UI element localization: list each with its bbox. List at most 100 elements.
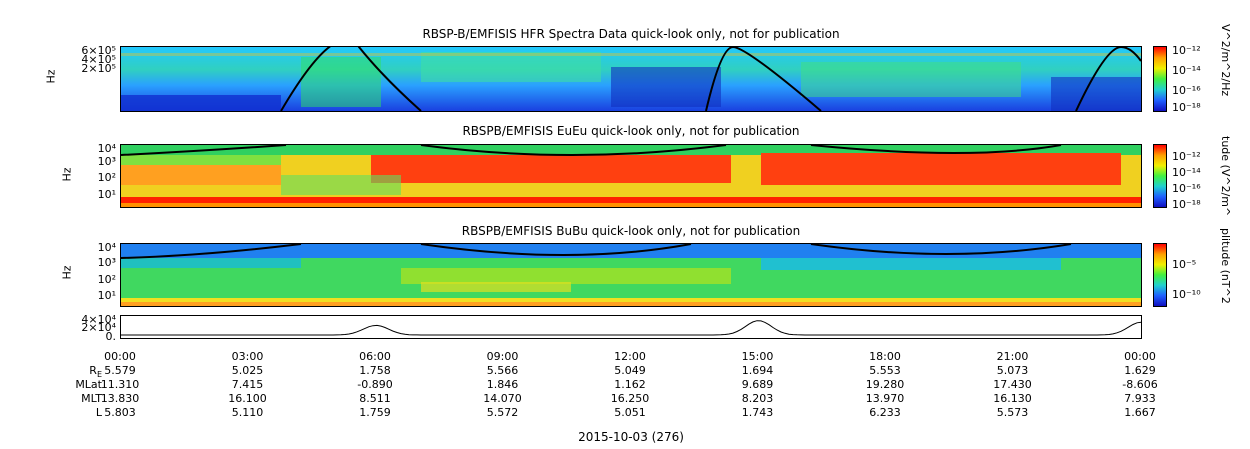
- panel3-colorbar: [1153, 243, 1167, 307]
- panel1-cbtick: 10⁻¹⁸: [1172, 101, 1201, 114]
- ephemeris-value: 13.830: [100, 392, 140, 405]
- ephemeris-value: -8.606: [1122, 378, 1158, 391]
- ephemeris-row-label-text: L: [95, 406, 102, 419]
- ephemeris-value: 5.579: [104, 364, 136, 377]
- x-tick-label: 03:00: [231, 350, 264, 363]
- ephemeris-value: 1.743: [741, 406, 774, 419]
- eueu-spectrogram: [120, 144, 1142, 208]
- panel1-cbtick: 10⁻¹²: [1172, 44, 1201, 57]
- panel2-ytick: 10¹: [97, 188, 116, 201]
- panel4-ytick: 0.: [105, 330, 117, 343]
- ephemeris-value: 5.572: [486, 406, 519, 419]
- ephemeris-value: 11.310: [100, 378, 140, 391]
- date-label: 2015-10-03 (276): [578, 430, 684, 444]
- ephemeris-value: 5.566: [486, 364, 519, 377]
- panel2-title: RBSPB/EMFISIS EuEu quick-look only, not …: [462, 124, 800, 138]
- panel3-ytick: 10¹: [97, 289, 116, 302]
- ephemeris-row-label-text: MLT: [81, 392, 102, 405]
- panel1-title: RBSP-B/EMFISIS HFR Spectra Data quick-lo…: [422, 27, 840, 41]
- line-plot-svg: [121, 320, 1141, 336]
- ephemeris-value: 17.430: [993, 378, 1032, 391]
- ephemeris-value: 5.049: [614, 364, 646, 377]
- panel1-ylabel: Hz: [44, 69, 58, 84]
- bubu-spectrogram: [120, 243, 1142, 307]
- panel3-ytick: 10⁴: [97, 241, 116, 254]
- ephemeris-value: 5.573: [996, 406, 1029, 419]
- ephemeris-value: 1.758: [359, 364, 391, 377]
- x-tick-label: 06:00: [359, 350, 391, 363]
- ephemeris-value: 1.162: [614, 378, 646, 391]
- ephemeris-value: 1.759: [359, 406, 391, 419]
- ephemeris-row-label-sub: E: [96, 370, 102, 380]
- panel3-cblabel: plitude (nT^2: [1219, 228, 1232, 304]
- ephemeris-value: 14.070: [483, 392, 522, 405]
- panel2-cbtick: 10⁻¹⁸: [1172, 198, 1201, 211]
- panel2-ytick: 10⁴: [97, 142, 116, 155]
- ephemeris-value: 19.280: [865, 378, 905, 391]
- ephemeris-value: 8.511: [359, 392, 391, 405]
- ephemeris-value: 5.073: [996, 364, 1029, 377]
- ephemeris-value: 1.667: [1124, 406, 1156, 419]
- x-tick-label: 00:00: [104, 350, 136, 363]
- ephemeris-value: 7.933: [1124, 392, 1156, 405]
- panel3-ytick: 10²: [97, 273, 116, 286]
- x-tick-label: 00:00: [1124, 350, 1156, 363]
- ephemeris-value: 16.130: [993, 392, 1032, 405]
- panel3-title: RBSPB/EMFISIS BuBu quick-look only, not …: [461, 224, 801, 238]
- ephemeris-row-label-text: MLat: [75, 378, 102, 391]
- ephemeris-value: 6.233: [869, 406, 901, 419]
- x-tick-label: 12:00: [614, 350, 646, 363]
- panel3-ytick: 10³: [97, 256, 116, 269]
- line-series: [121, 320, 1141, 336]
- panel4-ytick: 2×10⁴: [81, 321, 116, 334]
- x-tick-label: 18:00: [869, 350, 901, 363]
- ephemeris-value: -0.890: [357, 378, 393, 391]
- ephemeris-value: 8.203: [741, 392, 774, 405]
- ephemeris-value: 5.110: [231, 406, 264, 419]
- hfr-spectrogram: [120, 46, 1142, 112]
- panel2-cblabel: tude (V^2/m^: [1219, 136, 1232, 217]
- ephemeris-value: 5.803: [104, 406, 136, 419]
- x-tick-label: 09:00: [486, 350, 519, 363]
- panel1-ytick: 4×10⁵: [81, 53, 116, 66]
- hfr-spectrogram-svg: [121, 47, 1141, 111]
- panel1-cbtick: 10⁻¹⁴: [1172, 64, 1201, 77]
- x-tick-label: 21:00: [996, 350, 1029, 363]
- ephemeris-row-label: RE: [62, 364, 102, 379]
- panel4-ytick: 4×10⁴: [81, 313, 116, 326]
- x-tick-label: 15:00: [741, 350, 774, 363]
- panel1-cblabel: V^2/m^2/Hz: [1219, 24, 1232, 97]
- panel2-cbtick: 10⁻¹²: [1172, 150, 1201, 163]
- ephemeris-value: 16.250: [610, 392, 650, 405]
- panel2-ytick: 10²: [97, 171, 116, 184]
- ephemeris-value: 1.846: [486, 378, 519, 391]
- ephemeris-value: 5.051: [614, 406, 646, 419]
- panel2-colorbar: [1153, 144, 1167, 208]
- panel1-cbtick: 10⁻¹⁶: [1172, 84, 1201, 97]
- ephemeris-value: 5.553: [869, 364, 901, 377]
- ephemeris-value: 1.694: [741, 364, 774, 377]
- ephemeris-value: 7.415: [231, 378, 264, 391]
- ephemeris-value: 16.100: [228, 392, 267, 405]
- panel1-colorbar: [1153, 46, 1167, 112]
- panel2-ytick: 10³: [97, 155, 116, 168]
- line-plot: [120, 315, 1142, 339]
- ephemeris-row-label: MLat: [62, 378, 102, 391]
- ephemeris-value: 13.970: [865, 392, 905, 405]
- panel1-ytick: 6×10⁵: [81, 44, 116, 57]
- ephemeris-row-label: MLT: [62, 392, 102, 405]
- panel2-ylabel: Hz: [60, 167, 74, 182]
- panel3-cbtick: 10⁻¹⁰: [1172, 288, 1201, 301]
- panel3-ylabel: Hz: [60, 265, 74, 280]
- ephemeris-value: 5.025: [231, 364, 264, 377]
- eueu-spectrogram-svg: [121, 145, 1141, 207]
- ephemeris-row-label: L: [62, 406, 102, 419]
- panel1-ytick: 2×10⁵: [81, 62, 116, 75]
- panel3-cbtick: 10⁻⁵: [1172, 258, 1197, 271]
- panel2-cbtick: 10⁻¹⁴: [1172, 166, 1201, 179]
- ephemeris-value: 9.689: [741, 378, 774, 391]
- panel2-cbtick: 10⁻¹⁶: [1172, 182, 1201, 195]
- ephemeris-value: 1.629: [1124, 364, 1156, 377]
- bubu-spectrogram-svg: [121, 244, 1141, 306]
- ephemeris-row-label-text: R: [89, 364, 97, 377]
